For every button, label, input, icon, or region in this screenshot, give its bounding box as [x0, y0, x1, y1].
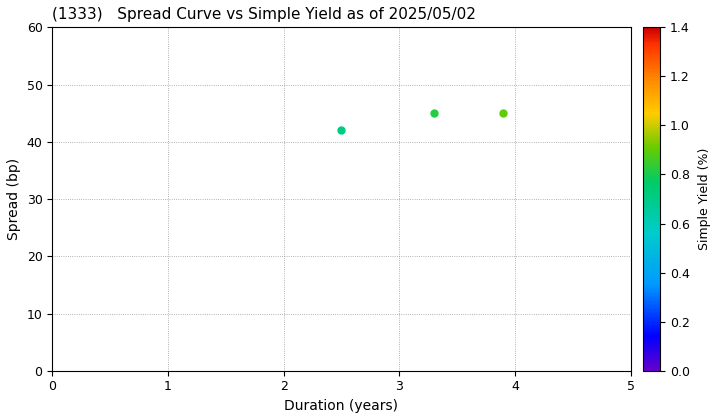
X-axis label: Duration (years): Duration (years)	[284, 399, 398, 413]
Point	[498, 110, 509, 116]
Y-axis label: Spread (bp): Spread (bp)	[7, 158, 21, 240]
Point	[428, 110, 440, 116]
Text: (1333)   Spread Curve vs Simple Yield as of 2025/05/02: (1333) Spread Curve vs Simple Yield as o…	[53, 7, 476, 22]
Point	[336, 127, 347, 134]
Y-axis label: Simple Yield (%): Simple Yield (%)	[698, 148, 711, 250]
